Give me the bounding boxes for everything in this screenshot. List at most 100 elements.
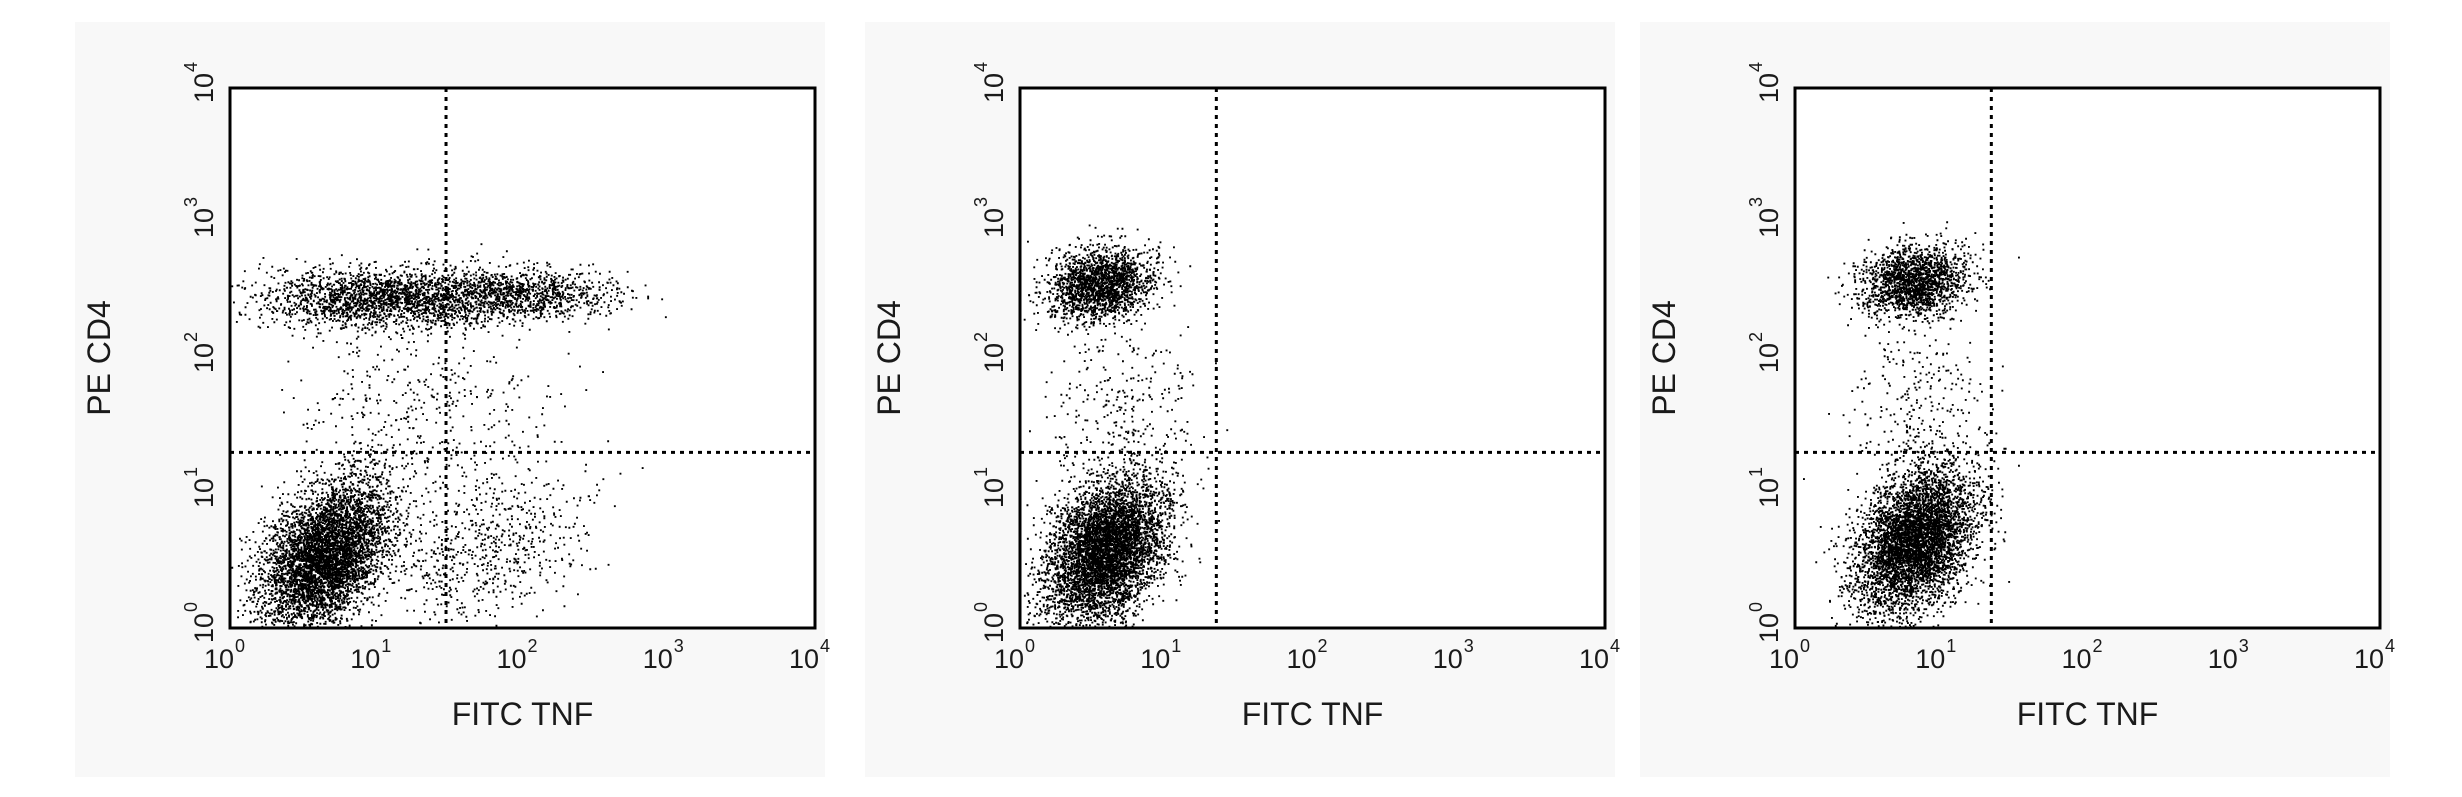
data-points (1023, 224, 1229, 628)
x-tick-label: 10 4 (2354, 636, 2395, 674)
x-tick-label: 10 2 (496, 636, 537, 674)
svg-text:3: 3 (1746, 197, 1766, 207)
svg-text:4: 4 (2385, 636, 2395, 656)
svg-text:0: 0 (1800, 636, 1810, 656)
y-tick-label: 102 (971, 332, 1009, 373)
x-tick-label: 10 2 (1286, 636, 1327, 674)
svg-text:10: 10 (979, 73, 1009, 103)
svg-text:2: 2 (971, 332, 991, 342)
dot-cloud (1023, 224, 1229, 628)
svg-text:3: 3 (674, 636, 684, 656)
svg-text:0: 0 (181, 602, 201, 612)
x-tick-label: 10 1 (1140, 636, 1181, 674)
x-tick-label: 10 0 (204, 636, 245, 674)
y-axis-label: PE CD4 (81, 300, 117, 416)
svg-text:4: 4 (181, 62, 201, 72)
svg-text:10: 10 (1140, 644, 1170, 674)
svg-text:1: 1 (181, 467, 201, 477)
svg-text:1: 1 (381, 636, 391, 656)
x-axis-label: FITC TNF (1242, 696, 1384, 732)
svg-text:10: 10 (1769, 644, 1799, 674)
svg-text:4: 4 (1746, 62, 1766, 72)
y-tick-label: 101 (971, 467, 1009, 508)
svg-text:10: 10 (1433, 644, 1463, 674)
svg-text:10: 10 (1754, 478, 1784, 508)
dot-cloud (1803, 221, 2020, 628)
x-axis-label: FITC TNF (452, 696, 594, 732)
x-tick-label: 10 4 (789, 636, 830, 674)
y-tick-label: 102 (1746, 332, 1784, 373)
svg-text:2: 2 (181, 332, 201, 342)
svg-text:10: 10 (1754, 613, 1784, 643)
x-tick-label: 10 1 (350, 636, 391, 674)
svg-text:0: 0 (971, 602, 991, 612)
svg-text:1: 1 (1946, 636, 1956, 656)
svg-text:10: 10 (1915, 644, 1945, 674)
plot-frame (1018, 86, 1607, 630)
svg-text:10: 10 (2061, 644, 2091, 674)
svg-text:10: 10 (189, 208, 219, 238)
svg-text:2: 2 (1746, 332, 1766, 342)
svg-text:10: 10 (204, 644, 234, 674)
y-tick-label: 102 (181, 332, 219, 373)
dot-cloud (231, 243, 667, 628)
svg-text:1: 1 (1171, 636, 1181, 656)
data-points (1803, 221, 2020, 628)
x-tick-label: 10 2 (2061, 636, 2102, 674)
y-tick-label: 101 (181, 467, 219, 508)
svg-text:10: 10 (189, 613, 219, 643)
svg-text:3: 3 (1464, 636, 1474, 656)
svg-text:10: 10 (1754, 343, 1784, 373)
y-tick-label: 103 (181, 197, 219, 238)
svg-text:10: 10 (2208, 644, 2238, 674)
y-tick-label: 103 (971, 197, 1009, 238)
svg-text:3: 3 (181, 197, 201, 207)
svg-text:3: 3 (2239, 636, 2249, 656)
x-axis-label: FITC TNF (2017, 696, 2159, 732)
svg-text:1: 1 (1746, 467, 1766, 477)
y-tick-label: 100 (971, 602, 1009, 643)
svg-text:10: 10 (496, 644, 526, 674)
svg-text:10: 10 (1754, 208, 1784, 238)
svg-text:0: 0 (1746, 602, 1766, 612)
svg-text:10: 10 (979, 208, 1009, 238)
svg-text:10: 10 (189, 343, 219, 373)
svg-text:10: 10 (1754, 73, 1784, 103)
y-tick-label: 104 (1746, 62, 1784, 103)
svg-text:10: 10 (189, 478, 219, 508)
svg-text:0: 0 (1025, 636, 1035, 656)
svg-text:10: 10 (789, 644, 819, 674)
x-tick-label: 10 0 (994, 636, 1035, 674)
x-tick-label: 10 3 (1433, 636, 1474, 674)
svg-text:4: 4 (820, 636, 830, 656)
svg-text:1: 1 (971, 467, 991, 477)
svg-text:2: 2 (528, 636, 538, 656)
y-tick-label: 104 (181, 62, 219, 103)
svg-text:4: 4 (971, 62, 991, 72)
y-axis-label: PE CD4 (871, 300, 907, 416)
svg-text:10: 10 (350, 644, 380, 674)
y-tick-label: 100 (1746, 602, 1784, 643)
x-tick-label: 10 1 (1915, 636, 1956, 674)
x-tick-label: 10 4 (1579, 636, 1620, 674)
x-tick-label: 10 3 (2208, 636, 2249, 674)
svg-text:10: 10 (994, 644, 1024, 674)
y-tick-label: 103 (1746, 197, 1784, 238)
svg-text:10: 10 (189, 73, 219, 103)
svg-text:2: 2 (2093, 636, 2103, 656)
svg-text:2: 2 (1318, 636, 1328, 656)
svg-text:10: 10 (643, 644, 673, 674)
svg-text:10: 10 (979, 343, 1009, 373)
plot-frame (1793, 86, 2382, 630)
svg-text:4: 4 (1610, 636, 1620, 656)
x-tick-label: 10 3 (643, 636, 684, 674)
svg-text:3: 3 (971, 197, 991, 207)
data-points (231, 243, 667, 628)
svg-text:0: 0 (235, 636, 245, 656)
plot-frame (228, 86, 817, 630)
